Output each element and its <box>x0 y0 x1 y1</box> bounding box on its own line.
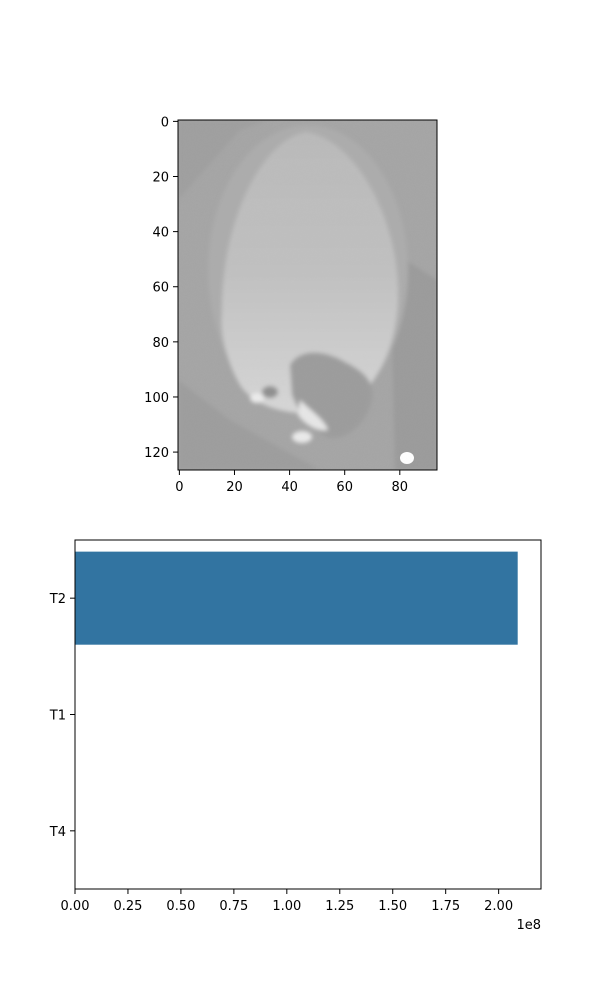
image-y-tick-label: 20 <box>152 170 169 185</box>
image-y-tick-label: 120 <box>144 446 169 461</box>
bar-x-tick-label: 0.25 <box>113 899 142 914</box>
bar-category-label: T1 <box>49 709 66 724</box>
image-y-tick-label: 0 <box>161 115 169 130</box>
bar-category-label: T2 <box>49 592 66 607</box>
bar-x-tick-label: 0.50 <box>166 899 195 914</box>
grayscale-image <box>178 120 437 470</box>
bar-x-tick-label: 0.00 <box>61 899 90 914</box>
bar-category-label: T4 <box>49 825 66 840</box>
image-x-tick-label: 0 <box>175 480 183 495</box>
bar-x-tick-label: 1.25 <box>325 899 354 914</box>
bar-x-axis: 0.00 0.25 0.50 0.75 1.00 1.25 1.50 1.75 2.00 <box>61 889 513 914</box>
image-panel: 0 20 40 60 80 0 20 40 60 80 100 120 <box>144 115 438 495</box>
bar-x-tick-label: 1.50 <box>378 899 407 914</box>
bar-x-tick-label: 1.75 <box>431 899 460 914</box>
image-frame <box>177 119 438 471</box>
bar-chart: 0.00 0.25 0.50 0.75 1.00 1.25 1.50 1.75 2.00 T2T… <box>49 539 542 933</box>
image-y-tick-label: 80 <box>152 336 169 351</box>
bar-x-tick-label: 2.00 <box>484 899 513 914</box>
image-y-axis: 0 20 40 60 80 100 120 <box>144 115 178 461</box>
bar-x-tick-label: 1.00 <box>272 899 301 914</box>
image-x-axis: 0 20 40 60 80 <box>175 470 408 495</box>
bar-marks <box>75 551 518 645</box>
x-offset-label: 1e8 <box>516 918 541 933</box>
bar-t2 <box>75 551 518 645</box>
image-x-tick-label: 40 <box>281 480 298 495</box>
image-y-tick-label: 100 <box>144 391 169 406</box>
bar-y-axis: T2 T1 T4 <box>49 592 75 840</box>
bar-x-tick-label: 0.75 <box>219 899 248 914</box>
image-y-tick-label: 60 <box>152 281 169 296</box>
image-x-tick-label: 20 <box>226 480 243 495</box>
image-x-tick-label: 80 <box>392 480 409 495</box>
image-x-tick-label: 60 <box>336 480 353 495</box>
image-y-tick-label: 40 <box>152 226 169 241</box>
